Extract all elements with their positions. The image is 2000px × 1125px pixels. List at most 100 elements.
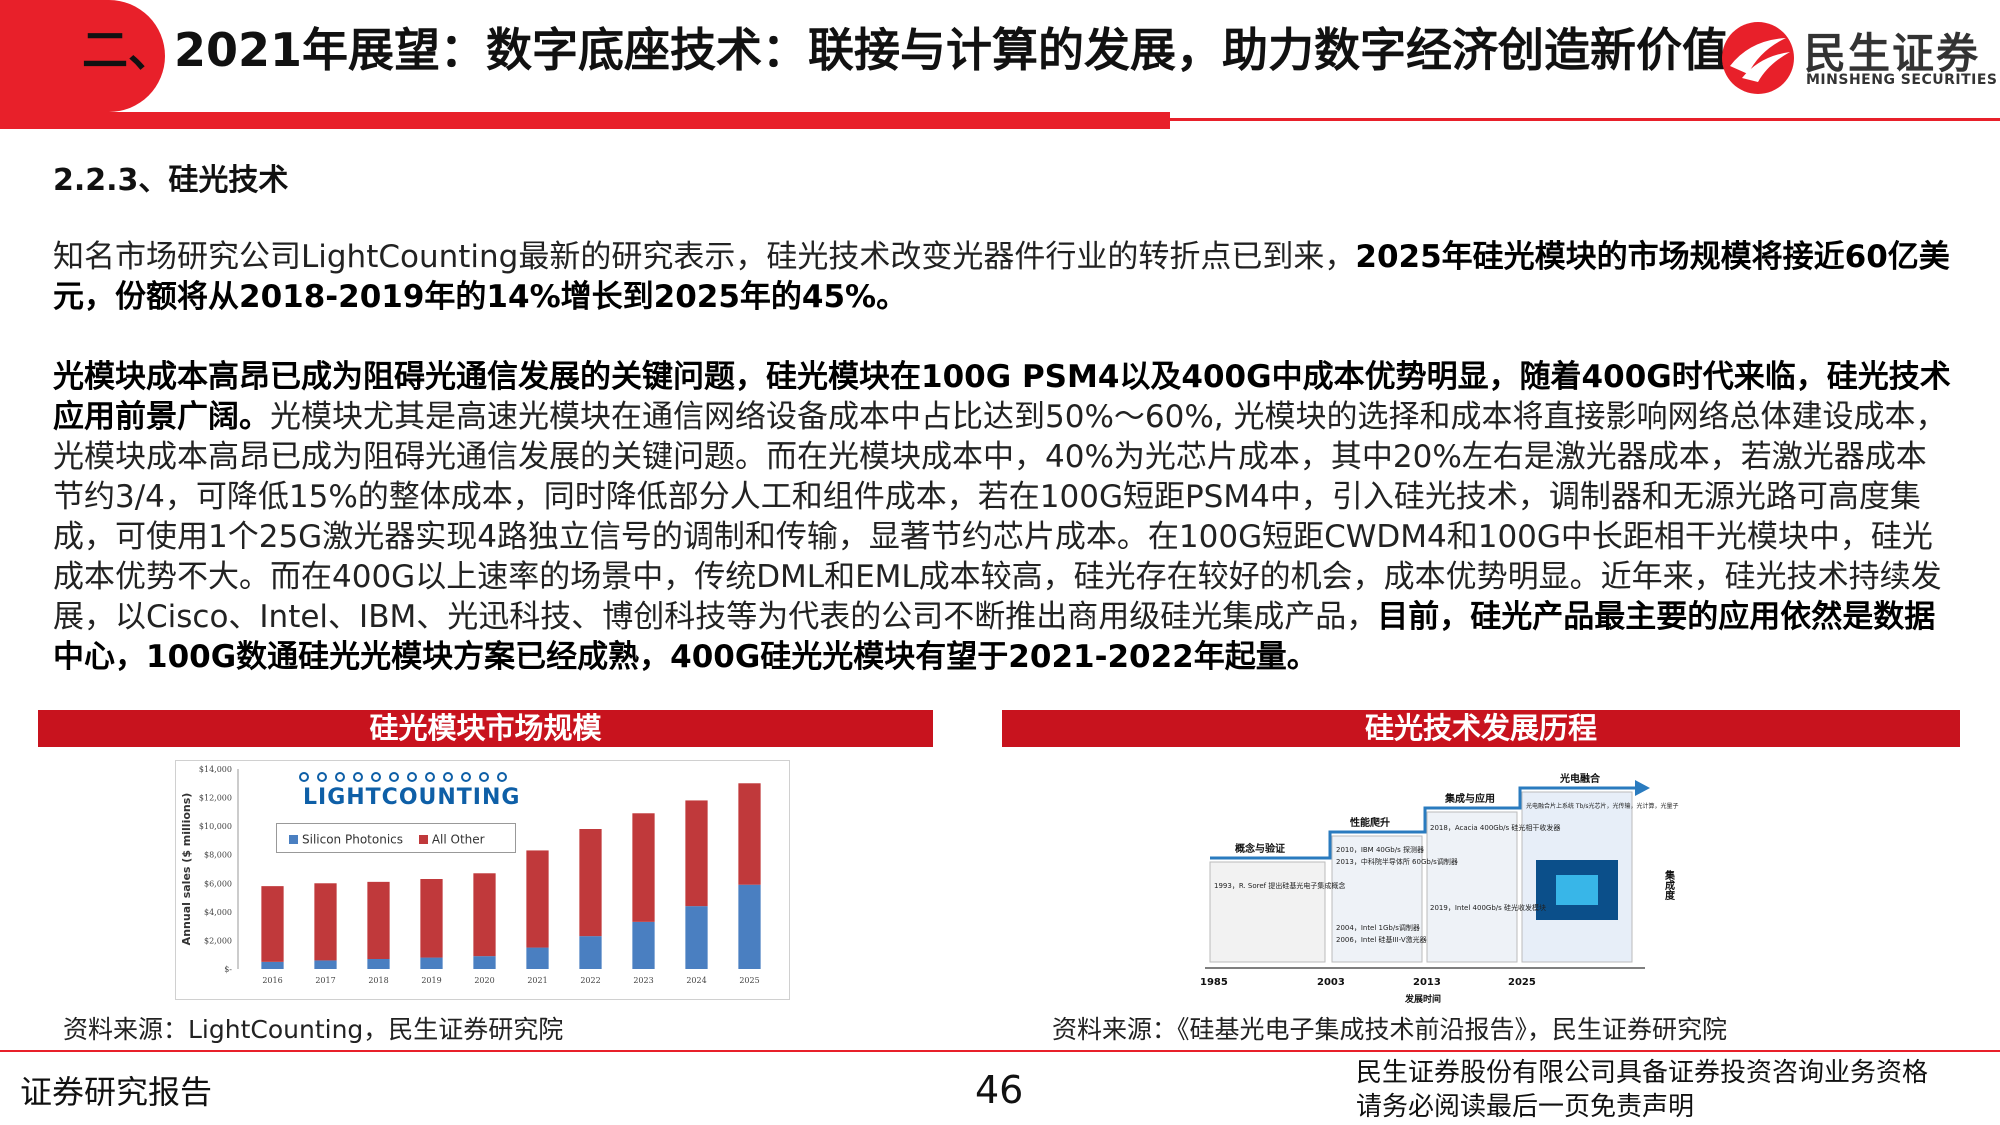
chip-core <box>1556 875 1598 905</box>
bar-silicon <box>579 936 602 969</box>
stage-label-4: 光电融合 <box>1559 772 1601 785</box>
note-2004: 2004，Intel 1Gb/s调制器 <box>1336 923 1420 932</box>
y-tick-label: $10,000 <box>199 822 232 831</box>
stage-label-1: 概念与验证 <box>1235 842 1285 855</box>
bar-other <box>261 886 284 962</box>
year-1985: 1985 <box>1200 977 1228 988</box>
paragraph-2: 光模块成本高昂已成为阻碍光通信发展的关键问题，硅光模块在100G PSM4以及4… <box>53 357 1953 705</box>
bar-silicon <box>685 906 708 969</box>
bar-other <box>579 829 602 937</box>
x-tick-label: 2018 <box>368 976 388 985</box>
y-axis-title: 集成度 <box>1663 869 1676 901</box>
brand-name-en: MINSHENG SECURITIES <box>1806 72 1998 88</box>
bar-other <box>314 883 337 961</box>
note-2018: 2018，Acacia 400Gb/s 硅光相干收发器 <box>1430 823 1560 832</box>
bar-silicon <box>473 956 496 969</box>
stage-panel-3 <box>1426 811 1518 963</box>
y-tick-label: $- <box>224 965 232 974</box>
y-tick-label: $4,000 <box>204 908 232 917</box>
title-text: 2021年展望：数字底座技术：联接与计算的发展，助力数字经济创造新价值 <box>174 23 1729 77</box>
header-rule <box>1170 118 2000 121</box>
x-axis-title: 发展时间 <box>1404 993 1441 1005</box>
stage-label-3: 集成与应用 <box>1444 792 1495 805</box>
bar-other <box>367 881 390 959</box>
chart-legend: Silicon Photonics All Other <box>276 823 516 853</box>
bar-chart-svg: Annual sales ($ millions) $14,000 $12,000 $… <box>180 765 761 985</box>
note-2006: 2006，Intel 硅基III-V激光器 <box>1336 935 1427 944</box>
x-tick-label: 2025 <box>739 976 759 985</box>
x-tick-label: 2022 <box>580 976 600 985</box>
year-2013: 2013 <box>1413 977 1441 988</box>
x-tick-label: 2017 <box>315 976 335 985</box>
bar-silicon <box>526 947 549 969</box>
bar-other <box>738 783 761 885</box>
legend-label-other: All Other <box>431 832 485 847</box>
para2-normal: 光模块尤其是高速光模块在通信网络设备成本中占比达到50%～60%, 光模块的选择… <box>53 399 1947 635</box>
section-title: 2.2.3、硅光技术 <box>53 163 289 198</box>
note-fusion: 光电融合片上系统 Tb/s光芯片，光传输，光计算，光量子 <box>1526 802 1679 810</box>
section-number: 二、 <box>82 23 174 77</box>
year-2003: 2003 <box>1317 977 1345 988</box>
note-2019: 2019，Intel 400Gb/s 硅光收发模块 <box>1430 903 1546 912</box>
para1-normal: 知名市场研究公司LightCounting最新的研究表示，硅光技术改变光器件行业… <box>53 239 1356 275</box>
y-tick-label: $12,000 <box>199 794 232 803</box>
bar-silicon <box>738 884 761 969</box>
footer-disclaimer: 民生证券股份有限公司具备证券投资咨询业务资格 请务必阅读最后一页免责声明 <box>1356 1056 1928 1124</box>
page-title: 二、2021年展望：数字底座技术：联接与计算的发展，助力数字经济创造新价值 <box>82 18 1728 82</box>
x-tick-label: 2023 <box>633 976 653 985</box>
header-bar <box>0 112 1170 129</box>
header-tab <box>0 0 165 112</box>
y-axis-title: Annual sales ($ millions) <box>180 793 193 946</box>
bar-silicon <box>261 961 284 969</box>
brand-logo: 民生证券 MINSHENG SECURITIES <box>1720 16 2000 96</box>
bar-other <box>420 879 443 958</box>
note-1993: 1993，R. Soref 提出硅基光电子集成概念 <box>1214 881 1345 890</box>
legend-swatch-silicon <box>289 835 298 844</box>
para2-bold-1: 光模块成本高昂已成为阻碍光通信发展的关键问题，硅光模块在100G PSM4以及4… <box>53 359 1951 435</box>
para1-bold: 2025年硅光模块的市场规模将接近60亿美元，份额将从2018-2019年的14… <box>53 239 1950 315</box>
paragraph-1: 知名市场研究公司LightCounting最新的研究表示，硅光技术改变光器件行业… <box>53 237 1953 317</box>
left-figure-banner: 硅光模块市场规模 <box>38 710 933 747</box>
left-figure-source: 资料来源：LightCounting，民生证券研究院 <box>63 1015 564 1044</box>
bar-silicon <box>632 921 655 969</box>
bar-other <box>473 873 496 957</box>
y-tick-label: $8,000 <box>204 851 232 860</box>
bar-other <box>632 813 655 922</box>
bar-other <box>685 800 708 907</box>
note-2013: 2013，中科院半导体所 60Gb/s调制器 <box>1336 857 1458 866</box>
right-figure-source: 资料来源：《硅基光电子集成技术前沿报告》，民生证券研究院 <box>1052 1015 1728 1044</box>
x-tick-label: 2021 <box>527 976 547 985</box>
para2-bold-2: 目前，硅光产品最主要的应用依然是数据中心，100G数通硅光光模块方案已经成熟，4… <box>53 599 1936 675</box>
lightcounting-dots-icon <box>299 772 507 782</box>
brand-name-cn: 民生证券 <box>1804 29 1981 78</box>
stage-panel-1 <box>1209 861 1326 963</box>
silicon-photonics-timeline-diagram: 概念与验证 性能爬升 集成与应用 光电融合 1993，R. Soref 提出硅基… <box>1190 760 1755 1010</box>
bar-other <box>526 850 549 948</box>
x-tick-label: 2019 <box>421 976 441 985</box>
staircase-arrowhead <box>1635 780 1650 796</box>
x-tick-label: 2024 <box>686 976 706 985</box>
timeline-svg: 概念与验证 性能爬升 集成与应用 光电融合 1993，R. Soref 提出硅基… <box>1200 772 1679 1005</box>
stage-label-2: 性能爬升 <box>1349 816 1390 829</box>
legend-swatch-other <box>418 835 428 844</box>
page-number: 46 <box>975 1068 1024 1112</box>
x-tick-label: 2016 <box>262 976 282 985</box>
footer-report-type: 证券研究报告 <box>20 1073 213 1111</box>
bar-silicon <box>314 960 337 969</box>
bar-silicon <box>420 957 443 969</box>
footer-qualification: 民生证券股份有限公司具备证券投资咨询业务资格 <box>1356 1058 1929 1088</box>
note-2010: 2010，IBM 40Gb/s 探测器 <box>1336 845 1424 854</box>
x-tick-label: 2020 <box>474 976 494 985</box>
silicon-photonics-market-chart: Annual sales ($ millions) $14,000 $12,000 $… <box>175 760 790 1000</box>
year-2025: 2025 <box>1508 977 1536 988</box>
lightcounting-brand: LIGHTCOUNTING <box>303 785 521 810</box>
y-tick-label: $2,000 <box>204 936 232 945</box>
stage-panel-2 <box>1331 835 1423 963</box>
bar-silicon <box>367 959 390 969</box>
y-tick-label: $6,000 <box>204 879 232 888</box>
right-figure-banner: 硅光技术发展历程 <box>1002 710 1960 747</box>
y-tick-label: $14,000 <box>199 765 232 774</box>
minsheng-logo-icon <box>1722 22 1794 94</box>
footer-disclaimer-note: 请务必阅读最后一页免责声明 <box>1356 1092 1695 1122</box>
staircase-path <box>1210 786 1635 860</box>
